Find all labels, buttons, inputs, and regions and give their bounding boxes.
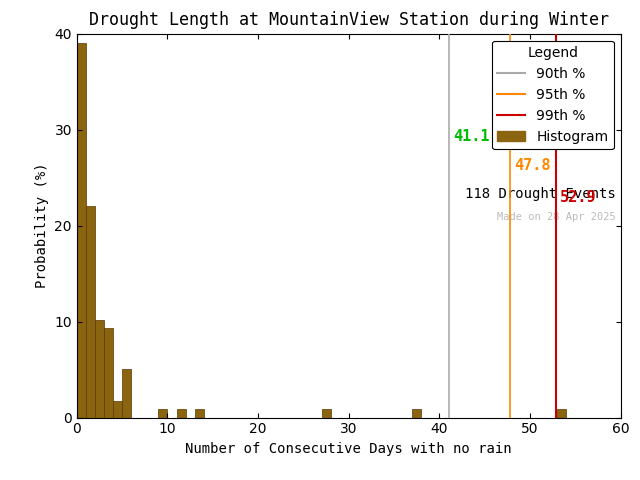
X-axis label: Number of Consecutive Days with no rain: Number of Consecutive Days with no rain bbox=[186, 442, 512, 456]
Bar bbox=[177, 409, 186, 418]
Text: Made on 28 Apr 2025: Made on 28 Apr 2025 bbox=[497, 212, 615, 222]
Legend: 90th %, 95th %, 99th %, Histogram: 90th %, 95th %, 99th %, Histogram bbox=[492, 40, 614, 149]
Bar bbox=[86, 206, 95, 418]
Title: Drought Length at MountainView Station during Winter: Drought Length at MountainView Station d… bbox=[89, 11, 609, 29]
Y-axis label: Probability (%): Probability (%) bbox=[35, 163, 49, 288]
Text: 118 Drought Events: 118 Drought Events bbox=[465, 187, 615, 201]
Bar bbox=[104, 328, 113, 418]
Bar bbox=[77, 43, 86, 418]
Bar bbox=[557, 409, 566, 418]
Bar bbox=[158, 409, 168, 418]
Text: 47.8: 47.8 bbox=[514, 158, 550, 173]
Bar bbox=[195, 409, 204, 418]
Text: 41.1: 41.1 bbox=[453, 129, 490, 144]
Bar bbox=[321, 409, 331, 418]
Bar bbox=[122, 369, 131, 418]
Bar bbox=[113, 401, 122, 418]
Text: 52.9: 52.9 bbox=[560, 190, 596, 204]
Bar bbox=[412, 409, 421, 418]
Bar bbox=[95, 320, 104, 418]
